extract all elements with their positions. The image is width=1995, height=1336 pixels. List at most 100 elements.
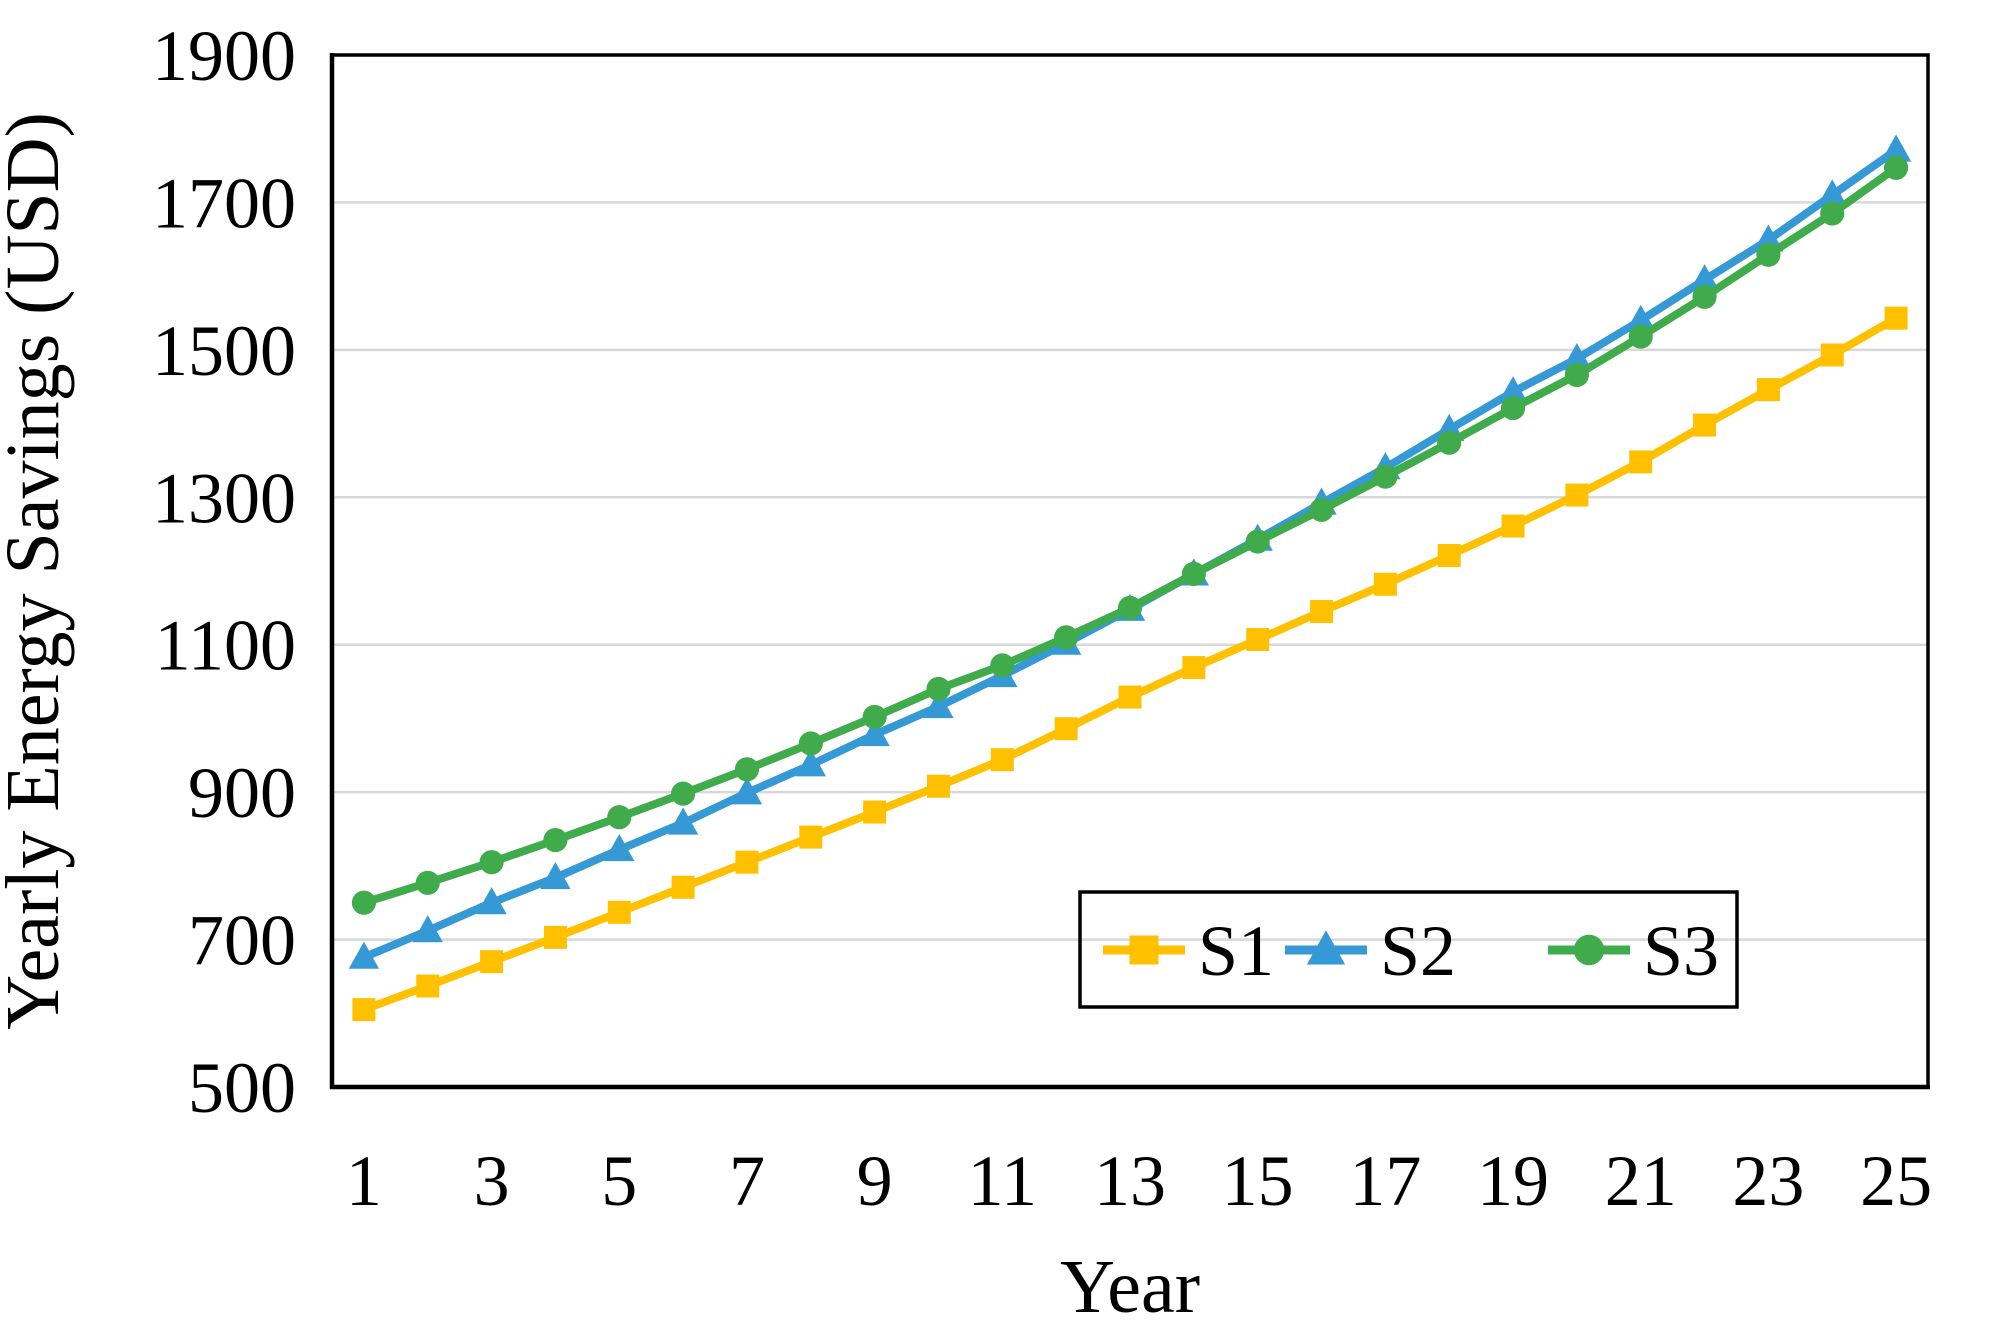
series-S1 — [352, 306, 1908, 1022]
series-S3-marker — [1756, 242, 1781, 267]
y-tick-label-1100: 1100 — [155, 606, 296, 686]
series-S1-marker — [735, 850, 759, 874]
legend-label-S1: S1 — [1198, 911, 1274, 991]
series-S3-marker — [1373, 464, 1398, 489]
series-S1-marker — [1820, 343, 1844, 367]
series-S1-marker — [1246, 628, 1270, 652]
series-S2-marker — [1497, 376, 1529, 404]
series-S3-marker — [798, 731, 823, 756]
y-tick-label-1300: 1300 — [152, 458, 296, 538]
series-S3-marker — [1628, 324, 1653, 349]
series-S3-marker — [1884, 155, 1909, 180]
legend-label-S2: S2 — [1380, 911, 1456, 991]
x-tick-label-23: 23 — [1732, 1141, 1804, 1221]
x-tick-labels: 1 3 5 7 9 11 13 15 17 19 21 23 25 — [346, 1141, 1932, 1221]
x-tick-label-3: 3 — [474, 1141, 510, 1221]
series-S1-marker — [1437, 544, 1461, 568]
series-S1-marker — [1629, 450, 1653, 474]
series-S2-marker — [795, 749, 826, 777]
legend-entry-S1: S1 — [1103, 911, 1274, 991]
series-S3-marker — [671, 781, 696, 806]
series-S3-marker — [926, 676, 951, 702]
series-S2-marker — [476, 887, 507, 915]
series-S2-marker — [923, 690, 954, 719]
series-S1-marker — [863, 800, 887, 824]
series-S1-marker — [352, 998, 376, 1022]
y-tick-labels: 500 700 900 1100 1300 1500 1700 1900 — [152, 16, 296, 1128]
series-S3-marker — [1564, 362, 1589, 387]
series-S1-marker — [543, 925, 567, 949]
series-S1-marker — [799, 825, 823, 849]
axis-lines — [329, 53, 1930, 1090]
series-S1-marker — [1884, 306, 1908, 330]
series-S1-marker — [416, 974, 440, 998]
series-S1-marker — [1501, 514, 1525, 538]
series-S2-marker — [604, 834, 635, 862]
x-tick-label-11: 11 — [968, 1141, 1037, 1221]
legend-box — [1078, 890, 1739, 1009]
gridlines — [332, 201, 1928, 941]
series-S1-marker — [1693, 413, 1717, 437]
series-S3-marker — [862, 704, 887, 730]
series-S1-marker — [1182, 656, 1206, 680]
series-S2-marker — [348, 941, 380, 969]
x-tick-label-9: 9 — [857, 1141, 893, 1221]
series-S2-marker — [667, 807, 699, 835]
series-S2-marker — [731, 777, 763, 805]
y-tick-label-700: 700 — [188, 901, 296, 981]
series-S1-marker — [1118, 685, 1142, 709]
series-S1-marker — [671, 875, 695, 899]
y-tick-label-1900: 1900 — [152, 16, 296, 96]
series-S2-marker — [1753, 224, 1784, 252]
x-tick-label-7: 7 — [729, 1141, 765, 1221]
series-S2-marker — [412, 915, 443, 943]
series-S3-marker — [1500, 396, 1526, 421]
y-axis-title: Yearly Energy Savings (USD) — [0, 112, 75, 1030]
series-S3-marker — [990, 653, 1015, 678]
series-S3-marker — [543, 827, 568, 853]
series-S2 — [348, 134, 1912, 969]
y-tick-label-900: 900 — [188, 753, 296, 833]
series-S3-marker — [1054, 625, 1079, 650]
x-tick-label-5: 5 — [601, 1141, 637, 1221]
series-S3-marker — [1117, 595, 1143, 620]
series-S1-line — [362, 314, 1899, 1014]
series-S1-marker — [480, 950, 504, 974]
series-S1-marker — [1756, 378, 1780, 402]
series-S3-marker — [607, 805, 632, 830]
y-tick-label-1500: 1500 — [152, 311, 296, 391]
x-tick-label-17: 17 — [1349, 1141, 1421, 1221]
series-S3 — [351, 155, 1909, 915]
x-tick-label-19: 19 — [1477, 1141, 1549, 1221]
series-S1-marker — [607, 900, 631, 924]
series-S2-marker — [1817, 179, 1848, 207]
series-S3-marker — [351, 890, 376, 915]
series-S3-marker — [479, 850, 504, 875]
y-tick-label-1700: 1700 — [152, 163, 296, 243]
legend-triangle-icon — [1306, 930, 1346, 965]
series-S2-marker — [1625, 304, 1656, 332]
series-S3-marker — [734, 757, 760, 782]
y-tick-label-500: 500 — [188, 1048, 296, 1128]
series-S1-marker — [1565, 483, 1589, 507]
legend-entry-S2: S2 — [1285, 911, 1456, 991]
series-S2-marker — [1689, 264, 1720, 292]
series-S1-marker — [1373, 572, 1397, 596]
series-S3-marker — [1245, 529, 1270, 554]
series-S1-marker — [990, 748, 1014, 772]
legend-label-S3: S3 — [1643, 911, 1719, 991]
legend-entry-S3: S3 — [1548, 911, 1719, 991]
x-tick-label-21: 21 — [1605, 1141, 1677, 1221]
x-tick-label-1: 1 — [346, 1141, 382, 1221]
series-S3-marker — [1309, 497, 1334, 522]
series-S2-marker — [859, 719, 890, 747]
series-S3-marker — [1437, 430, 1462, 455]
legend-square-icon — [1129, 935, 1159, 965]
x-tick-label-13: 13 — [1094, 1141, 1166, 1221]
series-S1-marker — [1054, 717, 1078, 741]
series-S2-line — [362, 146, 1899, 961]
legend-circle-icon — [1573, 934, 1605, 966]
x-tick-label-15: 15 — [1222, 1141, 1294, 1221]
